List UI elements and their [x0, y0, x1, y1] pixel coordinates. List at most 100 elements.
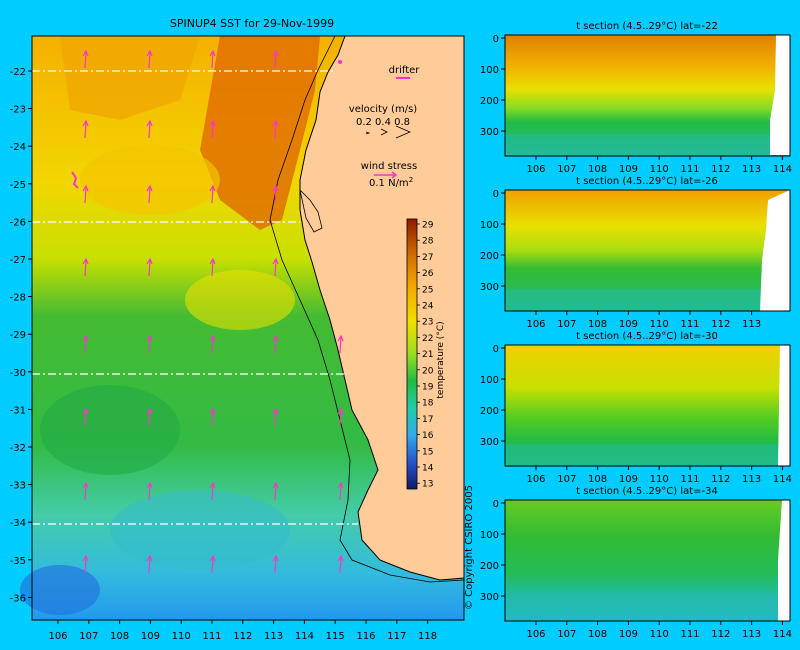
warm-water-patch	[200, 36, 320, 230]
section-lon-label: 112	[711, 629, 730, 640]
islands	[299, 188, 323, 233]
wind-stress-arrowhead	[209, 407, 216, 415]
wind-stress-arrowhead	[337, 554, 344, 562]
velocity-label: velocity (m/s)	[349, 104, 417, 115]
section-lon-label: 110	[650, 164, 669, 175]
wind-stress-arrowhead	[146, 554, 153, 562]
wind-stress-arrowhead	[209, 184, 216, 192]
cool-eddy	[110, 490, 290, 570]
section-frame	[504, 499, 791, 622]
wind-stress-arrowhead	[82, 481, 89, 489]
section-depth-label: 0	[493, 499, 499, 510]
map-lon-tick-label: 114	[295, 631, 314, 642]
section-depth-label: 100	[480, 65, 499, 76]
wind-stress-arrow	[274, 409, 277, 427]
colorbar-tick-label: 23	[422, 318, 433, 328]
section-title: t section (4.5..29°C) lat=-30	[576, 331, 718, 342]
wind-stress-arrow	[211, 121, 214, 139]
section-frame	[504, 189, 791, 312]
section-depth-label: 200	[480, 251, 499, 262]
copyright: © Copyright CSIRO 2005	[464, 485, 475, 610]
section-lon-label: 106	[526, 629, 545, 640]
section-lon-label: 107	[557, 319, 576, 330]
section-lon-label: 112	[711, 164, 730, 175]
section-lon-label: 113	[742, 629, 761, 640]
colorbar-tick-label: 20	[422, 366, 434, 376]
wind-stress-arrowhead	[209, 554, 216, 562]
wind-stress-arrow	[148, 409, 151, 427]
wind-stress-arrowhead	[337, 407, 344, 415]
wind-stress-arrow	[148, 186, 151, 204]
map-lat-tick-label: -25	[10, 180, 26, 191]
colorbar-tick-label: 18	[422, 399, 434, 409]
map-lon-tick-label: 113	[264, 631, 283, 642]
wind-stress-arrowhead	[82, 119, 89, 127]
velocity-scale-arrows-icon	[365, 125, 412, 139]
map-lon-tick-label: 116	[356, 631, 375, 642]
wind-stress-arrowhead	[272, 119, 279, 127]
wind-stress-arrowhead	[146, 257, 153, 265]
wind-stress-legend-arrowhead-icon	[391, 171, 398, 179]
section-lon-label: 107	[557, 474, 576, 485]
section-land-mask	[770, 35, 790, 155]
wind-stress-arrowhead	[209, 49, 216, 57]
section-depth-label: 300	[480, 592, 499, 603]
section-panel: t section (4.5..29°C) lat=-34 0 100 200 300 1…	[480, 486, 792, 640]
section-deep-layer	[505, 599, 790, 621]
section-depth-label: 200	[480, 406, 499, 417]
wind-stress-arrow	[148, 259, 151, 277]
map-lat-tick-label: -28	[10, 293, 26, 304]
wind-stress-arrow	[148, 483, 151, 501]
wind-stress-arrow	[274, 483, 277, 501]
map-lon-tick-label: 117	[387, 631, 406, 642]
section-lon-label: 106	[526, 319, 545, 330]
section-lon-label: 114	[773, 164, 792, 175]
section-lon-label: 110	[650, 474, 669, 485]
section-deep-layer	[505, 444, 790, 466]
wind-stress-arrow	[211, 556, 214, 574]
section-panel: t section (4.5..29°C) lat=-30 0 100 200 300 1…	[480, 331, 792, 485]
section-lon-label: 114	[773, 474, 792, 485]
section-title: t section (4.5..29°C) lat=-34	[576, 486, 718, 497]
wind-stress-arrow	[339, 409, 342, 427]
section-land-mask	[778, 345, 790, 466]
wind-stress-arrow	[339, 483, 342, 501]
section-panel: t section (4.5..29°C) lat=-26 0 100 200 300 1…	[480, 176, 791, 330]
wind-stress-arrow	[84, 556, 87, 574]
section-lon-label: 112	[711, 319, 730, 330]
wind-stress-arrowhead	[209, 481, 216, 489]
wind-stress-arrow	[339, 336, 342, 354]
map-lon-tick-label: 108	[110, 631, 129, 642]
eddy	[40, 385, 180, 475]
map-lon-tick-label: 112	[233, 631, 252, 642]
section-lon-label: 108	[588, 164, 607, 175]
wind-stress-arrowhead	[337, 334, 344, 342]
section-lon-label: 111	[680, 474, 699, 485]
map-lat-tick-label: -27	[10, 255, 26, 266]
shelf-contour	[269, 35, 465, 583]
section-lon-label: 109	[619, 474, 638, 485]
colorbar-tick-label: 17	[422, 415, 433, 425]
colorbar-tick-label: 24	[422, 302, 434, 312]
section-depth-label: 300	[480, 437, 499, 448]
wind-stress-arrow	[84, 483, 87, 501]
wind-stress-arrow	[84, 336, 87, 354]
colorbar-tick-label: 22	[422, 334, 433, 344]
wind-stress-arrowhead	[82, 184, 89, 192]
drifter-label: drifter	[389, 65, 421, 76]
wind-stress-arrow	[339, 556, 342, 574]
wind-stress-arrowhead	[272, 49, 279, 57]
colorbar-tick-label: 15	[422, 447, 433, 457]
wind-stress-arrowhead	[272, 554, 279, 562]
section-depth-label: 0	[493, 189, 499, 200]
map-lat-tick-label: -31	[10, 405, 26, 416]
map-lon-tick-label: 107	[79, 631, 98, 642]
map-lon-tick-label: 111	[202, 631, 221, 642]
wind-stress-arrow	[148, 556, 151, 574]
section-land-mask	[778, 500, 790, 621]
velocity-scale-values: 0.2 0.4 0.8	[356, 117, 410, 128]
wind-stress-arrow	[84, 259, 87, 277]
wind-stress-arrow	[274, 186, 277, 204]
colorbar-tick-label: 27	[422, 253, 433, 263]
section-depth-label: 0	[493, 34, 499, 45]
